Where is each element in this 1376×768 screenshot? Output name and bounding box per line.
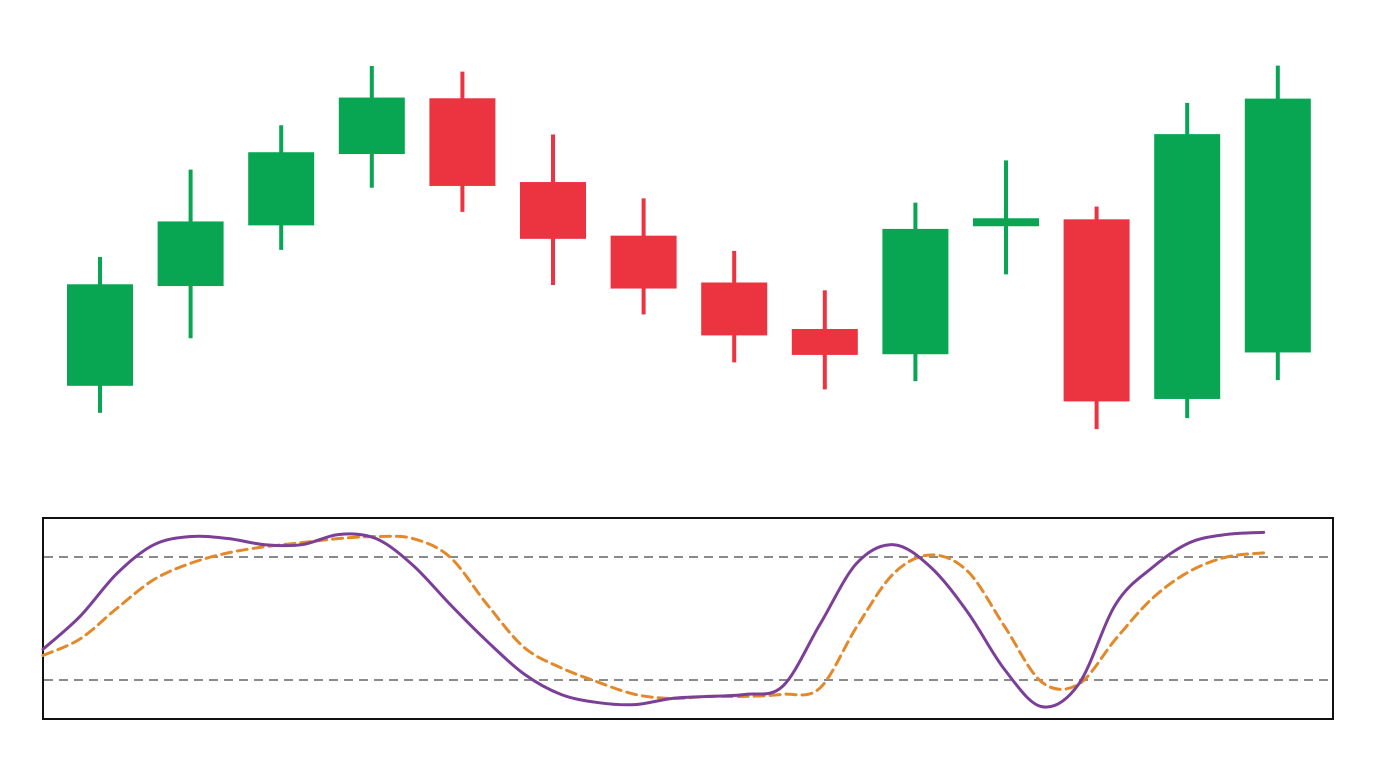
candle [1244, 65, 1311, 381]
candle-body [1154, 134, 1221, 399]
signal-line [41, 534, 1266, 700]
candle-body [248, 152, 315, 226]
candle-body [520, 182, 586, 239]
oscillator-frame [42, 517, 1334, 720]
candle [157, 169, 224, 339]
candle-body [1244, 98, 1311, 353]
candle-wick [1004, 160, 1008, 275]
candle [520, 134, 586, 285]
candle [1063, 206, 1130, 430]
candle [338, 65, 405, 188]
candle-body [701, 282, 768, 336]
candle [1154, 102, 1221, 419]
candle [882, 202, 949, 382]
candle [973, 160, 1039, 275]
candle [67, 256, 133, 413]
candle-body [610, 235, 677, 289]
candle-body [67, 284, 133, 386]
candle-body [157, 221, 224, 287]
candlestick-chart [67, 65, 1311, 430]
candle [248, 125, 315, 250]
candle [791, 290, 858, 390]
candle [610, 198, 677, 315]
oscillator-chart [41, 517, 1334, 720]
candle-body [429, 98, 496, 186]
candle [701, 250, 768, 363]
candle-body [791, 329, 858, 355]
candle-body [338, 97, 405, 154]
oscillator-line [41, 530, 1266, 709]
candle-body [1063, 219, 1130, 402]
candle-body [882, 228, 949, 355]
candle [429, 71, 496, 212]
candle-body [973, 218, 1039, 227]
